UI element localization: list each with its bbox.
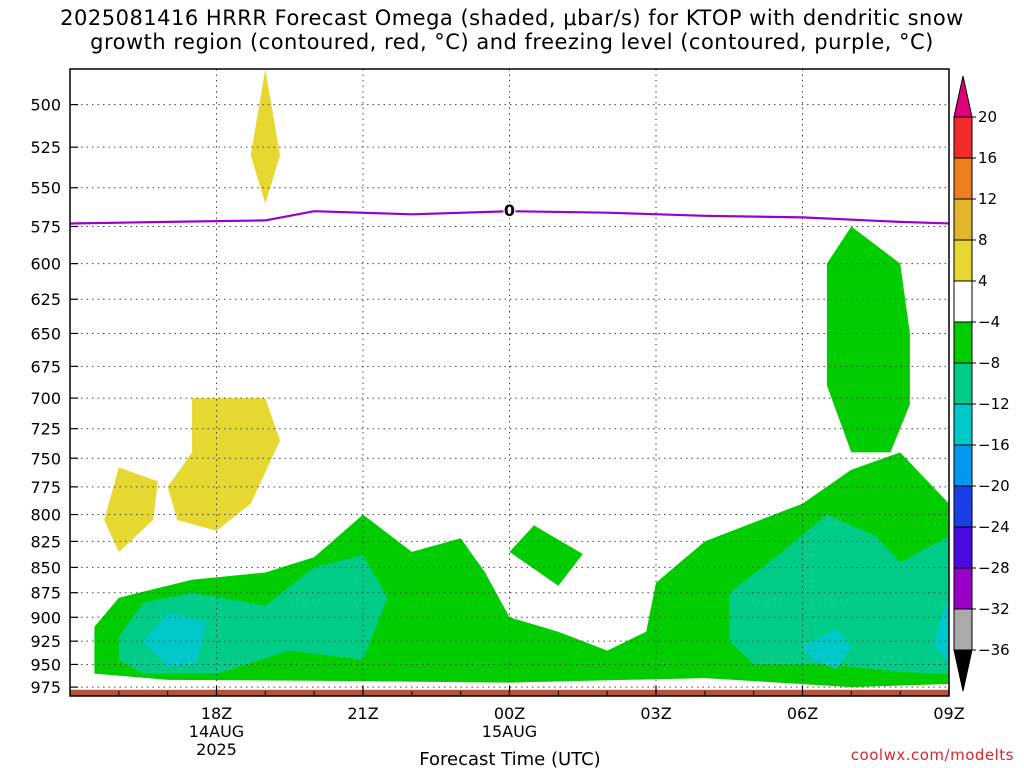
freezing-level-label-bg [503,204,516,219]
y-tick-label-550: 550 [30,179,61,198]
y-tick-label-675: 675 [30,357,61,376]
colorbar-segment-2 [953,157,973,200]
shaded-region-5 [509,525,583,586]
colorbar-segment-1 [953,116,973,159]
chart-title: 2025081416 HRRR Forecast Omega (shaded, … [0,6,1024,54]
x-tick-label-03Z: 03Z [640,704,671,723]
shaded-region-7 [729,514,949,675]
y-tick-label-950: 950 [30,655,61,674]
shaded-region-10 [934,597,949,664]
colorbar-label--8: −8 [978,354,1000,372]
colorbar-segment-6 [953,321,973,364]
y-tick-label-975: 975 [30,678,61,697]
x-tick-label-21Z: 21Z [347,704,378,723]
shaded-region-8 [143,612,207,667]
x-tick-label-06Z: 06Z [787,704,818,723]
shaded-region-9 [802,628,852,669]
y-tick-label-900: 900 [30,608,61,627]
y-tick-label-750: 750 [30,449,61,468]
x-tick-label-18Z: 18Z [201,704,232,723]
chart-title-line2: growth region (contoured, red, °C) and f… [90,30,934,54]
colorbar-label-12: 12 [978,190,997,208]
colorbar-label--4: −4 [978,313,1000,331]
colorbar-segment-4 [953,239,973,282]
y-axis: 500 525 550 575 600 625 650 675 700 725 750 775 800 8… [30,96,78,697]
credit-text: coolwx.com/modelts [850,746,1014,764]
x-tick-label-09Z: 09Z [933,704,964,723]
y-tick-label-850: 850 [30,558,61,577]
freezing-level-line [70,210,949,225]
y-tick-label-600: 600 [30,255,61,274]
freezing-level: 0 [70,201,949,225]
y-tick-label-575: 575 [30,218,61,237]
colorbar-segment-top [953,75,973,118]
colorbar-segment-13 [953,608,973,651]
x-tick-label-00Z: 00Z [494,704,525,723]
colorbar-segment-bottom [953,649,973,692]
y-tick-label-700: 700 [30,389,61,408]
x-axis-title: Forecast Time (UTC) [419,749,600,768]
shaded-region-4 [826,226,910,453]
y-tick-label-925: 925 [30,632,61,651]
y-tick-label-875: 875 [30,584,61,603]
colorbar-label-8: 8 [978,231,988,249]
y-tick-label-800: 800 [30,506,61,525]
colorbar-label--16: −16 [978,436,1010,454]
colorbar-label-4: 4 [978,272,988,290]
x-tick-sublabel-year: 2025 [196,740,237,759]
colorbar-label--20: −20 [978,477,1010,495]
colorbar-label--36: −36 [978,641,1010,659]
freezing-level-label: 0 [504,201,515,220]
shaded-region-1 [167,398,280,531]
colorbar-label--24: −24 [978,518,1010,536]
colorbar-segment-8 [953,403,973,446]
y-tick-label-775: 775 [30,478,61,497]
colorbar: 20 16 12 8 4 −4 −8 −12 −16 −20 −24 −28 −32 −36 [953,75,1010,692]
colorbar-label--32: −32 [978,600,1010,618]
colorbar-label-16: 16 [978,149,997,167]
colorbar-segment-12 [953,567,973,610]
chart-title-line1: 2025081416 HRRR Forecast Omega (shaded, … [60,6,964,30]
shaded-region-0 [250,69,280,204]
y-tick-label-500: 500 [30,96,61,115]
y-tick-label-525: 525 [30,138,61,157]
shaded-region-2 [104,467,158,552]
y-tick-label-725: 725 [30,420,61,439]
colorbar-label--12: −12 [978,395,1010,413]
x-tick-sublabel-date: 15AUG [482,722,537,741]
colorbar-segment-7 [953,362,973,405]
y-tick-label-625: 625 [30,290,61,309]
y-tick-label-650: 650 [30,324,61,343]
colorbar-segment-10 [953,485,973,528]
colorbar-segment-9 [953,444,973,487]
x-tick-sublabel-date: 14AUG [189,722,244,741]
shaded-regions [70,69,949,696]
colorbar-segment-5 [953,280,973,323]
y-tick-label-825: 825 [30,532,61,551]
colorbar-label--28: −28 [978,559,1010,577]
colorbar-label-20: 20 [978,108,997,126]
colorbar-segment-3 [953,198,973,241]
colorbar-segment-11 [953,526,973,569]
